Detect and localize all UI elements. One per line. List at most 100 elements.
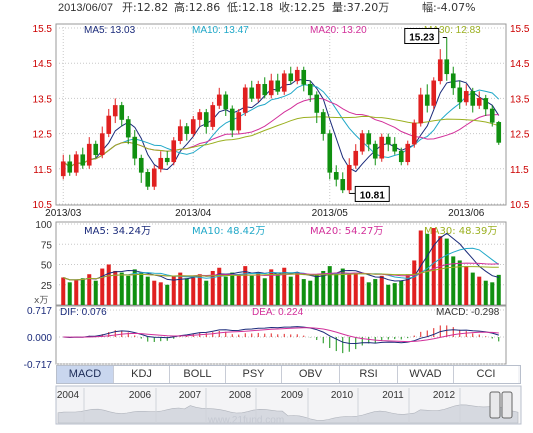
- price-x-tick: 2013/03: [45, 208, 82, 219]
- candle-body: [268, 80, 274, 96]
- candle-body: [288, 73, 294, 82]
- price-y-axis-right: 15.5 14.5 13.5 12.5 11.5 10.5: [510, 24, 530, 211]
- tab-wvad[interactable]: WVAD: [398, 366, 454, 383]
- volume-bar: [282, 267, 287, 305]
- candle-body: [242, 87, 248, 113]
- candle-body: [483, 98, 489, 110]
- volume-bar: [334, 272, 339, 305]
- macd-y-axis: 0.717 0.000 -0.717: [24, 306, 53, 371]
- watermark: www.21fund.com: [207, 415, 284, 426]
- tab-macd[interactable]: MACD: [57, 366, 114, 383]
- candle-body: [119, 105, 125, 120]
- volume-bar: [256, 272, 261, 305]
- candle-body: [262, 84, 268, 96]
- volume-bar: [145, 276, 150, 305]
- volume-bar: [204, 280, 209, 305]
- volume-bar: [399, 280, 404, 305]
- header-date: 2013/06/07: [58, 2, 113, 14]
- timeline-years: 2004 2006 2007 2008 2009 2010 2011 2012: [57, 388, 461, 423]
- volume-bar: [386, 284, 391, 305]
- volume-unit-label: x万: [34, 296, 48, 306]
- volume-bar: [431, 228, 436, 305]
- candle-body: [177, 126, 183, 141]
- candlesticks: [60, 37, 502, 194]
- macd-y-tick: 0.000: [27, 333, 52, 344]
- volume-bar: [496, 274, 501, 305]
- candle-body: [294, 69, 300, 82]
- volume-ma-lines: [63, 232, 500, 282]
- timeline-year: 2008: [229, 390, 252, 401]
- volume-ma10-label: MA10: 48.42万: [192, 226, 265, 237]
- macd-value-label: MACD: -0.298: [436, 307, 500, 318]
- macd-dea-line: [63, 327, 499, 343]
- tab-cci[interactable]: CCI: [454, 366, 518, 383]
- tab-kdj[interactable]: KDJ: [114, 366, 170, 383]
- candle-body: [353, 150, 359, 166]
- volume-bar: [197, 274, 202, 305]
- volume-bar: [327, 266, 332, 305]
- low-marker-box: [354, 185, 390, 202]
- high-marker-box: [404, 28, 440, 45]
- volume-bar: [483, 280, 488, 305]
- macd-dea-label: DEA: 0.224: [252, 307, 304, 318]
- candle-body: [281, 73, 287, 92]
- volume-bar: [321, 270, 326, 305]
- timeline-handle-left[interactable]: [489, 391, 501, 419]
- volume-bar: [113, 270, 118, 305]
- volume-bar: [360, 276, 365, 305]
- candle-body: [93, 143, 99, 156]
- timeline-year: 2004: [57, 390, 80, 401]
- candle-body: [496, 122, 502, 143]
- volume-bar: [457, 260, 462, 305]
- volume-bar: [236, 274, 241, 305]
- volume-bar: [418, 230, 423, 305]
- volume-bar: [288, 276, 293, 305]
- volume-bar: [275, 274, 280, 305]
- timeline-year: 2006: [129, 390, 152, 401]
- candle-body: [457, 87, 463, 103]
- price-ma20-label: MA20: 13.20: [310, 25, 367, 36]
- volume-bar: [158, 282, 163, 305]
- candle-body: [379, 136, 385, 159]
- header-low: 低:12.18: [227, 1, 273, 14]
- candle-body: [372, 143, 378, 159]
- candle-body: [405, 143, 411, 163]
- volume-bar: [490, 282, 495, 305]
- volume-bar: [223, 276, 228, 305]
- candle-body: [437, 59, 443, 82]
- volume-y-tick: 100: [35, 220, 52, 231]
- volume-bar: [451, 256, 456, 305]
- tab-obv[interactable]: OBV: [282, 366, 340, 383]
- volume-bar: [106, 264, 111, 305]
- volume-ma30-line: [63, 266, 499, 281]
- candle-body: [203, 112, 209, 127]
- candle-body: [431, 80, 437, 106]
- tab-rsi[interactable]: RSI: [340, 366, 398, 383]
- candle-body: [171, 140, 177, 163]
- candle-body: [158, 157, 164, 170]
- candle-body: [392, 143, 398, 152]
- volume-ma5-label: MA5: 34.24万: [84, 226, 151, 237]
- candle-body: [86, 143, 92, 166]
- volume-bar: [87, 274, 92, 305]
- candle-body: [60, 161, 66, 177]
- candle-body: [112, 105, 118, 117]
- volume-y-axis: 100 75 50 25: [35, 220, 52, 292]
- volume-bar: [379, 275, 384, 305]
- volume-bar: [262, 278, 267, 305]
- candle-body: [99, 133, 105, 156]
- header-high: 高:12.86: [174, 0, 220, 14]
- tab-psy[interactable]: PSY: [226, 366, 282, 383]
- timeline-handle-right[interactable]: [501, 391, 513, 419]
- volume-bar: [61, 277, 66, 305]
- price-y-tick-right: 12.5: [510, 130, 530, 141]
- volume-bar: [100, 268, 105, 305]
- volume-panel-frame: [55, 221, 507, 306]
- candle-body: [184, 126, 190, 134]
- tab-boll[interactable]: BOLL: [170, 366, 226, 383]
- price-y-tick-left: 12.5: [33, 130, 53, 141]
- volume-bar: [308, 280, 313, 305]
- volume-bar: [67, 282, 72, 305]
- macd-dif-line: [63, 326, 499, 345]
